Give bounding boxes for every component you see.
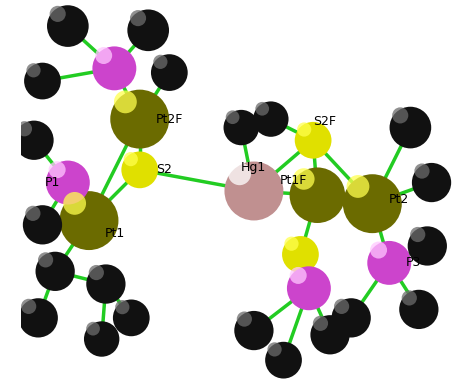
Point (250, 188, 258, 194)
Point (39, 222, 46, 228)
Point (347, 315, 355, 321)
Point (54, 167, 61, 173)
Point (145, 27, 152, 33)
Point (122, 99, 129, 105)
Point (240, 316, 248, 322)
Text: P3: P3 (405, 256, 421, 269)
Point (405, 295, 413, 301)
Point (271, 346, 278, 353)
Point (102, 281, 109, 287)
Point (301, 126, 308, 133)
Point (39, 78, 46, 84)
Point (310, 137, 317, 143)
Point (118, 304, 126, 310)
Text: P1: P1 (45, 176, 60, 189)
Point (64, 180, 72, 186)
Point (267, 116, 274, 122)
Point (64, 23, 72, 29)
Point (305, 285, 313, 291)
Point (21, 126, 28, 132)
Point (317, 320, 324, 326)
Point (42, 257, 49, 263)
Point (326, 332, 334, 338)
Point (414, 231, 421, 238)
Point (288, 241, 295, 247)
Point (54, 11, 62, 17)
Point (354, 183, 362, 189)
Point (98, 336, 105, 342)
Point (92, 269, 100, 275)
Point (51, 268, 59, 274)
Point (418, 168, 426, 174)
Point (156, 59, 164, 65)
Point (237, 125, 245, 131)
Point (428, 180, 435, 186)
Point (415, 306, 423, 312)
Point (165, 70, 173, 76)
Point (423, 243, 431, 249)
Point (30, 67, 37, 73)
Text: Pt2: Pt2 (388, 193, 409, 206)
Point (136, 167, 144, 173)
Point (338, 303, 346, 309)
Text: Pt1F: Pt1F (279, 174, 307, 187)
Text: S2F: S2F (313, 115, 336, 128)
Point (369, 201, 376, 207)
Point (136, 116, 144, 122)
Point (110, 65, 118, 71)
Point (280, 357, 287, 363)
Point (30, 137, 38, 143)
Point (385, 260, 393, 266)
Point (128, 315, 135, 321)
Point (229, 114, 237, 120)
Point (134, 15, 142, 21)
Point (375, 247, 383, 253)
Text: Hg1: Hg1 (241, 161, 266, 174)
Text: Pt1: Pt1 (105, 227, 125, 240)
Point (89, 325, 97, 332)
Point (258, 106, 266, 112)
Point (25, 303, 32, 309)
Point (407, 125, 414, 131)
Point (300, 176, 308, 182)
Point (71, 200, 78, 206)
Point (314, 192, 321, 198)
Point (100, 52, 108, 58)
Point (297, 251, 304, 257)
Text: Pt2F: Pt2F (156, 113, 183, 126)
Point (127, 156, 135, 162)
Point (29, 210, 36, 217)
Point (294, 272, 302, 278)
Point (35, 315, 42, 321)
Text: S2: S2 (156, 163, 172, 176)
Point (85, 217, 93, 223)
Point (250, 327, 258, 333)
Point (236, 171, 243, 177)
Point (396, 112, 404, 118)
